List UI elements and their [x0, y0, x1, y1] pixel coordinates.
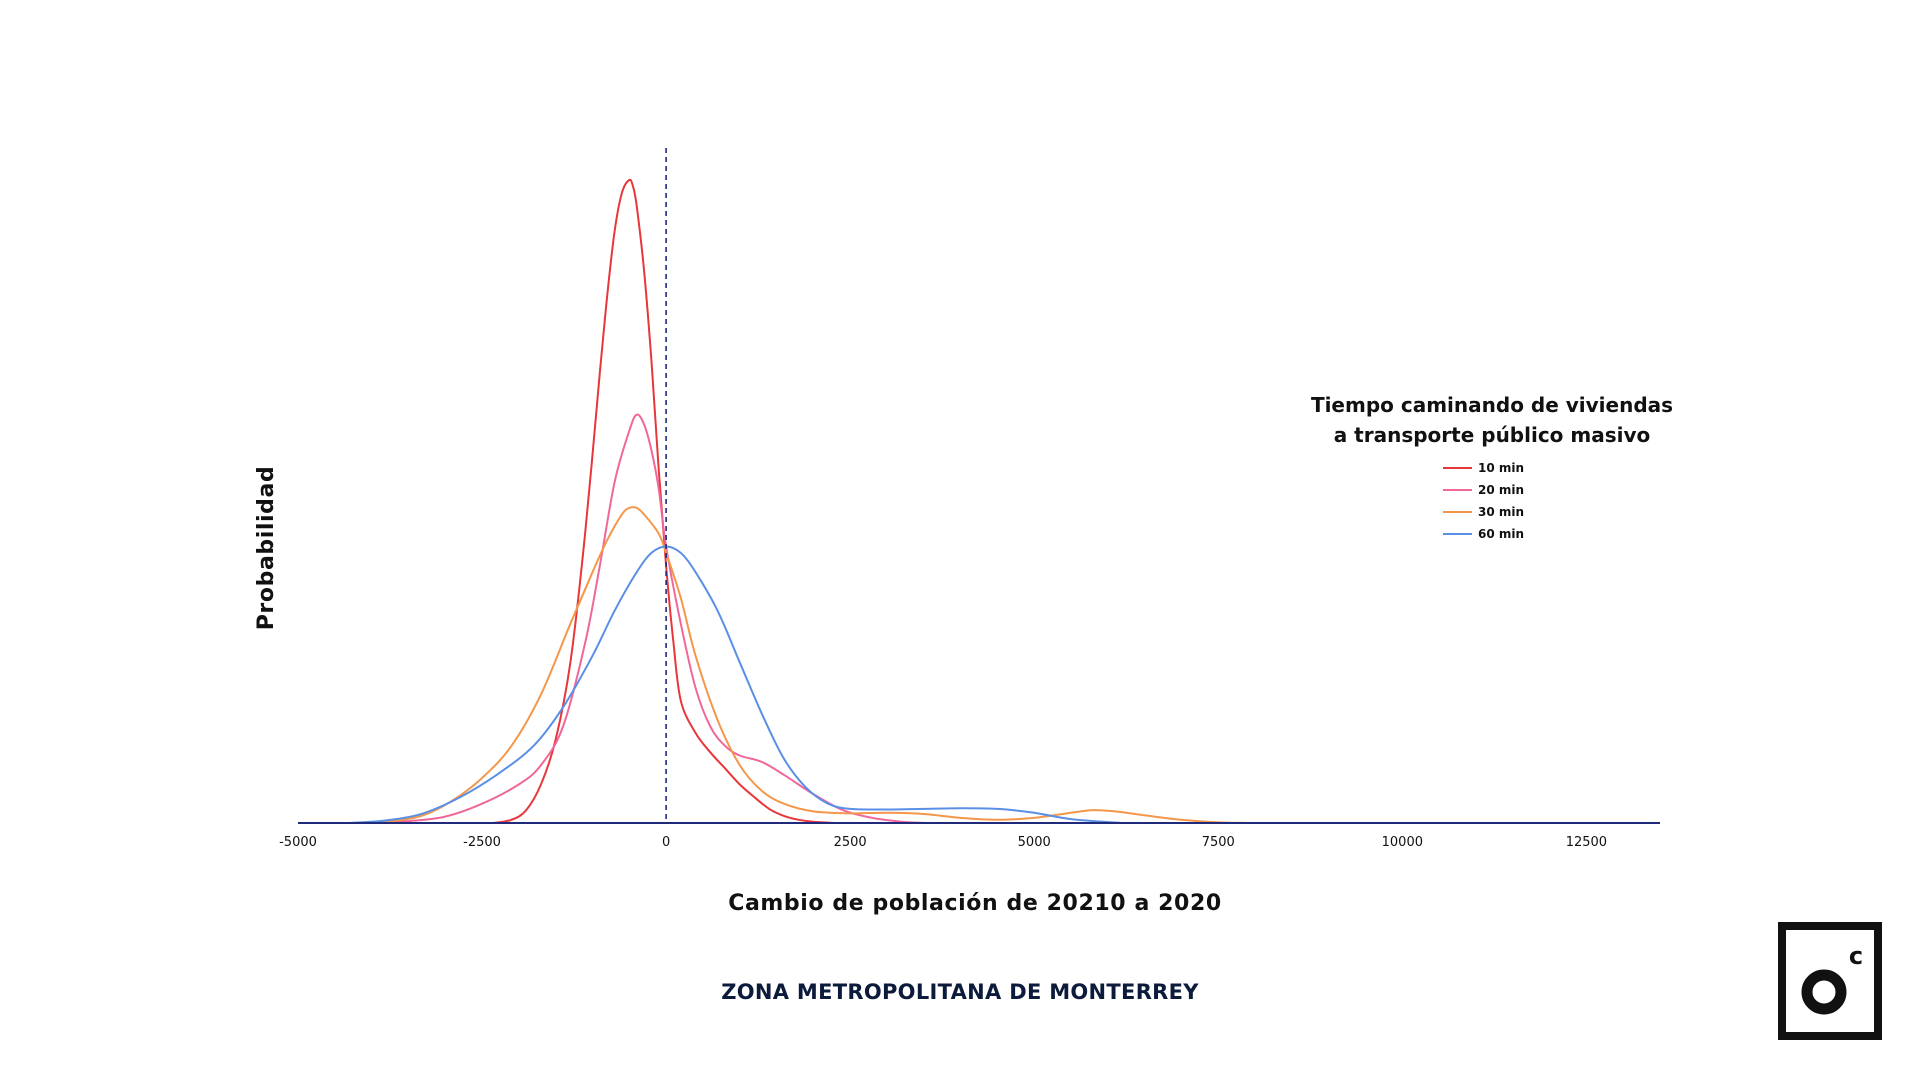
series-line-20-min	[371, 413, 928, 824]
y-axis-title: Probabilidad	[254, 466, 279, 631]
series-layer	[349, 178, 1248, 824]
legend-items: 10 min 20 min 30 min 60 min	[1443, 461, 1524, 541]
legend-label: 10 min	[1478, 461, 1524, 475]
legend-label: 20 min	[1478, 483, 1524, 497]
legend-title-line-1: Tiempo caminando de viviendas	[1311, 393, 1673, 417]
series-line-10-min	[492, 178, 836, 824]
x-tick-label: -2500	[463, 835, 501, 850]
legend-label: 30 min	[1478, 505, 1524, 519]
x-axis-title: Cambio de población de 20210 a 2020	[728, 891, 1222, 916]
x-tick-label: -5000	[279, 835, 317, 850]
x-tick-label: 0	[662, 835, 670, 850]
x-tick-labels: -5000 -2500 0 2500 5000 7500 10000 12500	[279, 835, 1607, 850]
x-tick-label: 12500	[1566, 835, 1607, 850]
legend-title-line-2: a transporte público masivo	[1334, 423, 1651, 447]
x-tick-label: 5000	[1018, 835, 1051, 850]
legend: Tiempo caminando de viviendas a transpor…	[1311, 393, 1673, 541]
logo-letter-c: c	[1849, 942, 1863, 970]
x-tick-label: 7500	[1202, 835, 1235, 850]
x-tick-label: 10000	[1382, 835, 1423, 850]
x-tick-label: 2500	[834, 835, 867, 850]
oc-logo-icon: c	[1778, 922, 1882, 1040]
series-line-60-min	[349, 545, 1123, 824]
series-line-30-min	[364, 506, 1248, 824]
footer-title: ZONA METROPOLITANA DE MONTERREY	[721, 980, 1199, 1004]
legend-label: 60 min	[1478, 527, 1524, 541]
